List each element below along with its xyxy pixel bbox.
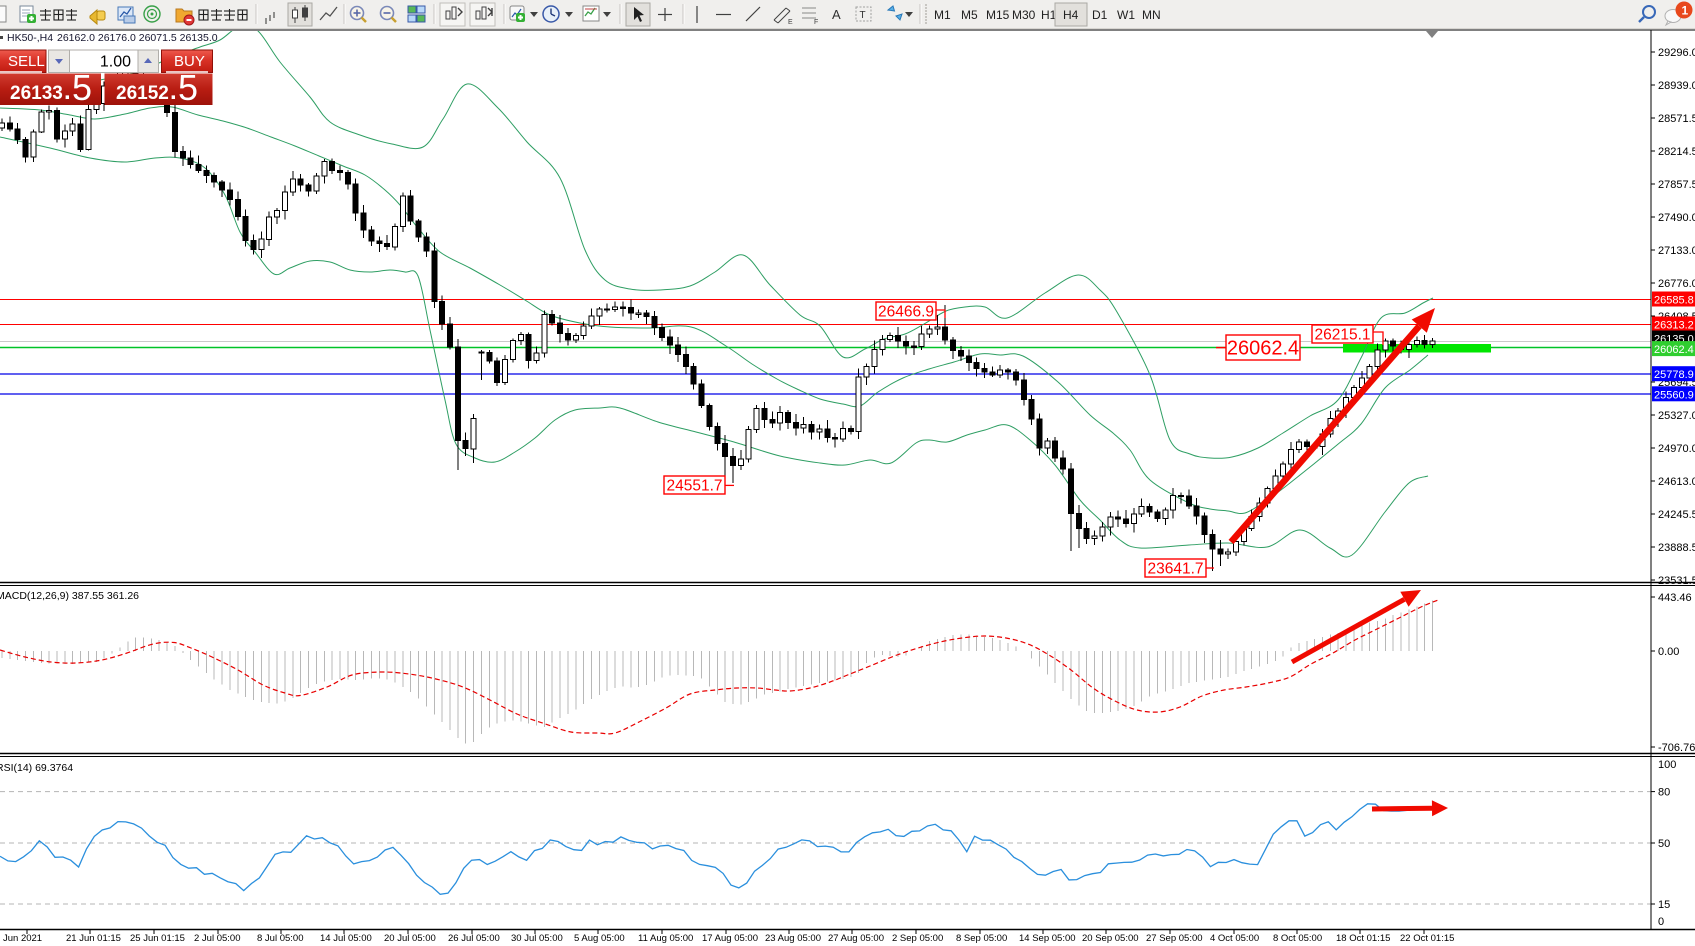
svg-text:18 Oct 01:15: 18 Oct 01:15 — [1336, 933, 1390, 944]
svg-text:H4: H4 — [1063, 8, 1079, 22]
svg-text:24551.7: 24551.7 — [666, 478, 722, 495]
svg-text:8 Jul 05:00: 8 Jul 05:00 — [257, 933, 303, 944]
svg-text:28571.5: 28571.5 — [1658, 113, 1695, 125]
svg-text:26215.1: 26215.1 — [1314, 327, 1370, 344]
svg-text:25 Jun 01:15: 25 Jun 01:15 — [130, 933, 185, 944]
svg-text:25560.9: 25560.9 — [1654, 389, 1694, 401]
svg-text:0: 0 — [1658, 916, 1664, 928]
svg-text:26133: 26133 — [10, 83, 63, 104]
svg-text:8 Oct 05:00: 8 Oct 05:00 — [1273, 933, 1322, 944]
svg-text:27 Aug 05:00: 27 Aug 05:00 — [828, 933, 884, 944]
svg-text:25327.0: 25327.0 — [1658, 410, 1695, 422]
svg-text:RSI(14) 69.3764: RSI(14) 69.3764 — [0, 762, 73, 774]
svg-text:2 Sep 05:00: 2 Sep 05:00 — [892, 933, 943, 944]
svg-text:23888.5: 23888.5 — [1658, 542, 1695, 554]
svg-text:23531.5: 23531.5 — [1658, 575, 1695, 587]
svg-text:23641.7: 23641.7 — [1147, 561, 1203, 578]
svg-text:5: 5 — [72, 67, 92, 108]
svg-text:11 Aug 05:00: 11 Aug 05:00 — [638, 933, 693, 944]
svg-text:20 Jul 05:00: 20 Jul 05:00 — [384, 933, 436, 944]
svg-text:4 Oct 05:00: 4 Oct 05:00 — [1210, 933, 1259, 944]
svg-text:14 Jul 05:00: 14 Jul 05:00 — [320, 933, 372, 944]
svg-text:27133.0: 27133.0 — [1658, 245, 1695, 257]
svg-text:30 Jul 05:00: 30 Jul 05:00 — [511, 933, 563, 944]
svg-text:M5: M5 — [961, 8, 978, 22]
svg-text:26152: 26152 — [116, 83, 169, 104]
svg-text:28939.0: 28939.0 — [1658, 80, 1695, 92]
svg-text:HK50-,H4: HK50-,H4 — [7, 32, 53, 44]
svg-text:20 Sep 05:00: 20 Sep 05:00 — [1082, 933, 1139, 944]
svg-text:5 Aug 05:00: 5 Aug 05:00 — [574, 933, 625, 944]
svg-text:M30: M30 — [1012, 8, 1036, 22]
svg-text:17 Aug 05:00: 17 Aug 05:00 — [702, 933, 758, 944]
svg-text:25778.9: 25778.9 — [1654, 369, 1694, 381]
svg-text:5: 5 — [178, 67, 198, 108]
svg-text:MN: MN — [1142, 8, 1161, 22]
svg-text:23 Aug 05:00: 23 Aug 05:00 — [765, 933, 821, 944]
svg-text:Jun 2021: Jun 2021 — [3, 933, 42, 944]
svg-text:D1: D1 — [1092, 8, 1108, 22]
svg-text:26313.2: 26313.2 — [1654, 320, 1694, 332]
svg-text:50: 50 — [1658, 838, 1670, 850]
svg-text:24245.5: 24245.5 — [1658, 509, 1695, 521]
svg-text:26062.4: 26062.4 — [1654, 344, 1694, 356]
svg-text:8 Sep 05:00: 8 Sep 05:00 — [956, 933, 1007, 944]
svg-text:1: 1 — [1682, 4, 1689, 18]
svg-text:80: 80 — [1658, 787, 1670, 799]
svg-text:15: 15 — [1658, 899, 1670, 911]
svg-text:100: 100 — [1658, 759, 1676, 771]
svg-text:443.46: 443.46 — [1658, 592, 1692, 604]
svg-text:28214.5: 28214.5 — [1658, 146, 1695, 158]
svg-text:22 Oct 01:15: 22 Oct 01:15 — [1400, 933, 1454, 944]
svg-text:.: . — [170, 78, 177, 105]
svg-text:26062.4: 26062.4 — [1227, 338, 1299, 360]
svg-text:M15: M15 — [986, 8, 1010, 22]
svg-text:26776.0: 26776.0 — [1658, 278, 1695, 290]
svg-text:21 Jun 01:15: 21 Jun 01:15 — [66, 933, 121, 944]
svg-text:27 Sep 05:00: 27 Sep 05:00 — [1146, 933, 1203, 944]
svg-text:26162.0 26176.0 26071.5 26135.: 26162.0 26176.0 26071.5 26135.0 — [57, 32, 218, 44]
svg-text:24613.0: 24613.0 — [1658, 476, 1695, 488]
svg-text:26585.8: 26585.8 — [1654, 295, 1694, 307]
svg-text:26 Jul 05:00: 26 Jul 05:00 — [448, 933, 500, 944]
svg-text:0.00: 0.00 — [1658, 646, 1679, 658]
svg-text:26466.9: 26466.9 — [878, 304, 934, 321]
svg-text:M1: M1 — [934, 8, 951, 22]
svg-text:2 Jul 05:00: 2 Jul 05:00 — [194, 933, 240, 944]
svg-text:24970.0: 24970.0 — [1658, 443, 1695, 455]
svg-text:1.00: 1.00 — [100, 54, 131, 71]
svg-text:-706.76: -706.76 — [1658, 742, 1695, 754]
svg-text:MACD(12,26,9) 387.55 361.26: MACD(12,26,9) 387.55 361.26 — [0, 590, 139, 602]
svg-text:14 Sep 05:00: 14 Sep 05:00 — [1019, 933, 1076, 944]
svg-text:H1: H1 — [1041, 8, 1057, 22]
svg-text:E: E — [788, 19, 793, 26]
svg-text:BUY: BUY — [174, 53, 205, 70]
svg-text:T: T — [860, 10, 866, 21]
svg-text:A: A — [832, 7, 841, 22]
svg-text:29296.0: 29296.0 — [1658, 47, 1695, 59]
svg-text:27857.5: 27857.5 — [1658, 179, 1695, 191]
svg-text:27490.0: 27490.0 — [1658, 212, 1695, 224]
svg-text:W1: W1 — [1117, 8, 1135, 22]
svg-text:.: . — [64, 78, 71, 105]
svg-text:SELL: SELL — [8, 53, 45, 70]
svg-text:F: F — [814, 19, 818, 26]
